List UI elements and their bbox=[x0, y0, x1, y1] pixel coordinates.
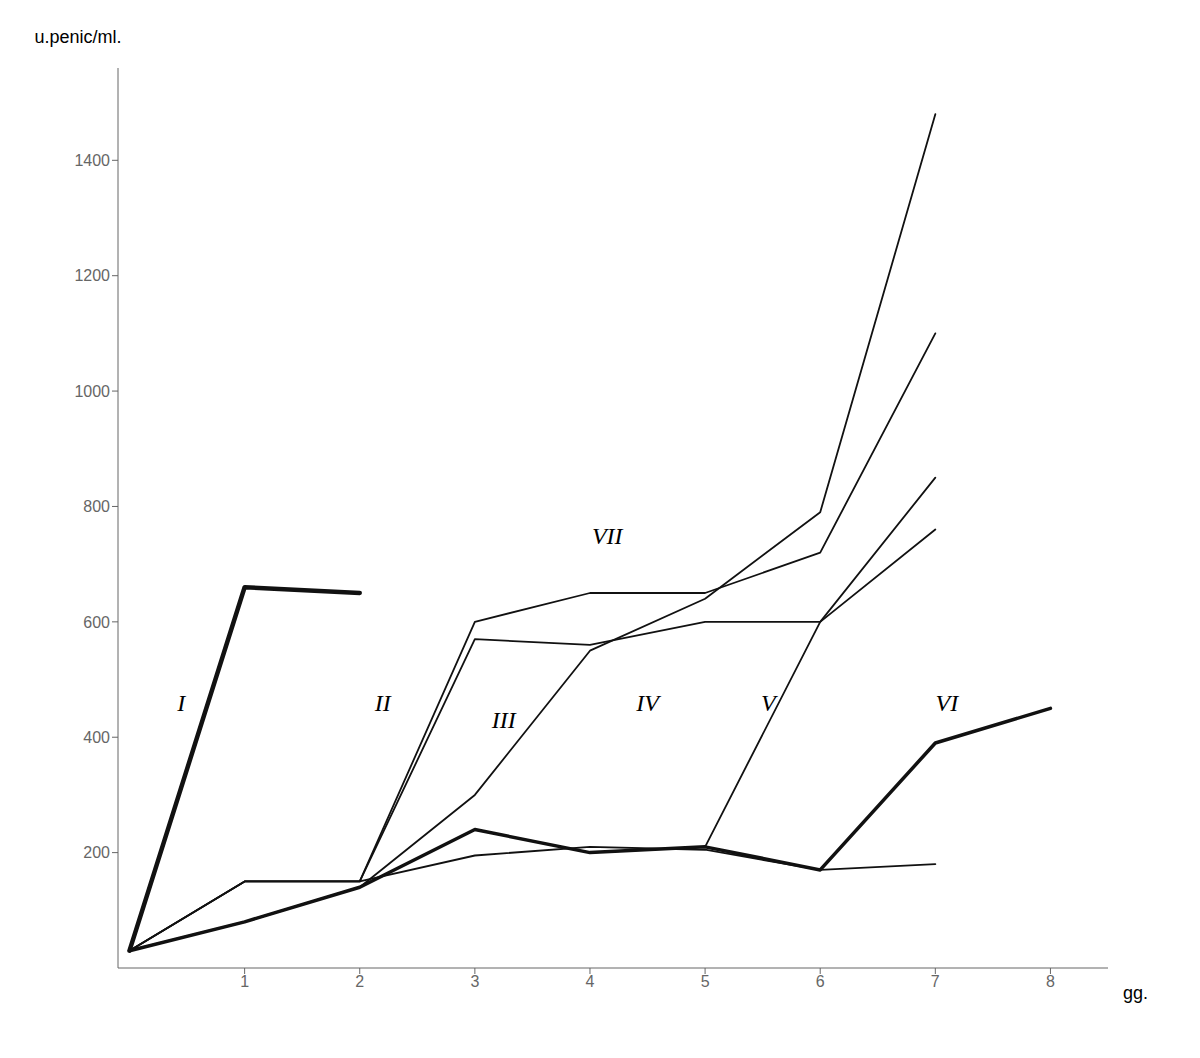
svg-text:6: 6 bbox=[816, 973, 825, 990]
svg-text:800: 800 bbox=[83, 498, 110, 515]
svg-text:IV: IV bbox=[635, 690, 661, 716]
svg-text:V: V bbox=[761, 690, 778, 716]
svg-text:I: I bbox=[176, 690, 186, 716]
svg-text:VII: VII bbox=[592, 523, 624, 549]
svg-text:VI: VI bbox=[936, 690, 960, 716]
svg-text:1400: 1400 bbox=[74, 152, 110, 169]
svg-text:5: 5 bbox=[701, 973, 710, 990]
svg-text:2: 2 bbox=[355, 973, 364, 990]
svg-text:400: 400 bbox=[83, 729, 110, 746]
svg-text:u.penic/ml.: u.penic/ml. bbox=[34, 27, 121, 47]
svg-text:1: 1 bbox=[240, 973, 249, 990]
svg-text:II: II bbox=[374, 690, 392, 716]
svg-text:200: 200 bbox=[83, 844, 110, 861]
svg-text:3: 3 bbox=[470, 973, 479, 990]
svg-text:7: 7 bbox=[931, 973, 940, 990]
svg-text:1000: 1000 bbox=[74, 383, 110, 400]
svg-text:8: 8 bbox=[1046, 973, 1055, 990]
svg-text:600: 600 bbox=[83, 614, 110, 631]
svg-text:1200: 1200 bbox=[74, 267, 110, 284]
svg-text:III: III bbox=[491, 707, 517, 733]
svg-text:gg.: gg. bbox=[1123, 983, 1148, 1003]
svg-text:4: 4 bbox=[586, 973, 595, 990]
